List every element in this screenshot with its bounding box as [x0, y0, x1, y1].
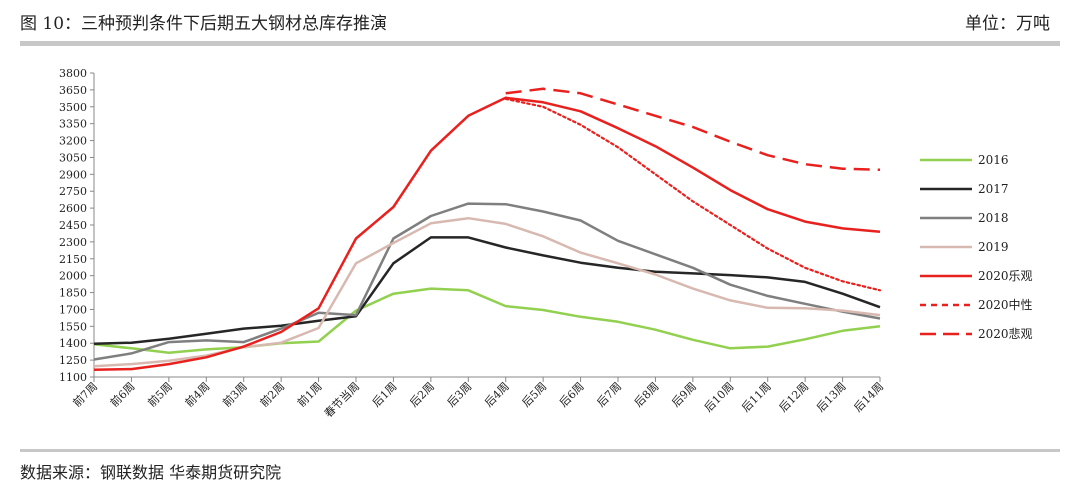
unit-label: 单位：万吨: [965, 14, 1050, 34]
y-tick-label: 3050: [59, 151, 87, 164]
source-note: 数据来源：钢联数据 华泰期货研究院: [20, 463, 282, 482]
x-tick-label: 前6周: [107, 379, 137, 409]
y-tick-label: 1550: [59, 320, 87, 333]
y-tick-label: 3350: [59, 118, 87, 131]
series-line-2016: [93, 287, 881, 355]
y-tick-label: 3650: [59, 84, 87, 97]
x-tick-label: 前4周: [182, 379, 212, 409]
legend-label: 2017: [978, 182, 1009, 196]
series-line-2020中性: [504, 97, 882, 292]
x-tick-label: 后5周: [520, 380, 550, 410]
y-tick-label: 1700: [59, 303, 87, 316]
x-tick-label: 后3周: [445, 380, 475, 410]
y-tick-label: 3500: [59, 101, 87, 114]
y-tick-label: 2150: [59, 253, 87, 266]
x-tick-label: 后11周: [739, 380, 774, 415]
x-tick-label: 后9周: [669, 380, 699, 410]
y-tick-label: 1400: [59, 337, 87, 350]
x-tick-label: 后1周: [370, 380, 400, 410]
y-tick-label: 1100: [59, 371, 87, 384]
y-tick-label: 2300: [59, 236, 87, 249]
y-tick-label: 2600: [59, 202, 87, 215]
x-tick-label: 前3周: [219, 379, 249, 409]
x-tick-label: 前5周: [145, 379, 175, 409]
series-line-2018: [93, 202, 881, 361]
x-tick-label: 后12周: [777, 380, 812, 415]
x-tick-label: 后4周: [482, 380, 512, 410]
y-tick-label: 1250: [59, 354, 87, 367]
x-tick-label: 后10周: [702, 380, 737, 415]
header: 图 10：三种预判条件下后期五大钢材总库存推演 单位：万吨: [0, 0, 1080, 40]
chart-title: 图 10：三种预判条件下后期五大钢材总库存推演: [20, 14, 388, 34]
legend-label: 2019: [978, 240, 1009, 254]
y-tick-label: 2450: [59, 219, 87, 232]
x-tick-label: 后2周: [407, 380, 437, 410]
y-tick-label: 3200: [59, 135, 87, 148]
x-tick-label: 前1周: [294, 379, 324, 409]
legend-label: 2020悲观: [978, 326, 1033, 341]
x-tick-label: 春节当周: [321, 379, 362, 420]
y-tick-label: 3800: [59, 67, 87, 80]
series-line-2017: [93, 236, 881, 346]
y-tick-label: 2900: [59, 168, 87, 181]
x-tick-label: 后8周: [632, 380, 662, 410]
x-tick-label: 后14周: [851, 380, 886, 415]
y-tick-label: 2000: [59, 270, 87, 283]
y-tick-label: 2750: [59, 185, 87, 198]
legend-label: 2020中性: [978, 297, 1033, 312]
x-tick-label: 后6周: [557, 380, 587, 410]
x-tick-label: 后7周: [594, 380, 624, 410]
series-line-2020悲观: [505, 87, 881, 172]
legend-label: 2018: [978, 211, 1009, 225]
top-divider: [20, 41, 1060, 46]
series-line-2020乐观: [93, 96, 881, 371]
y-tick-label: 1850: [59, 287, 87, 300]
legend-label: 2020乐观: [978, 269, 1033, 283]
bottom-divider: [20, 449, 1060, 452]
x-tick-label: 前2周: [257, 379, 287, 409]
legend-label: 2016: [978, 153, 1009, 167]
series-line-2019: [93, 216, 881, 368]
x-tick-label: 后13周: [814, 380, 849, 415]
line-chart: 1100 1250 1400 1550 1700 1850 2000 2150 2300 2450…: [59, 67, 1033, 420]
